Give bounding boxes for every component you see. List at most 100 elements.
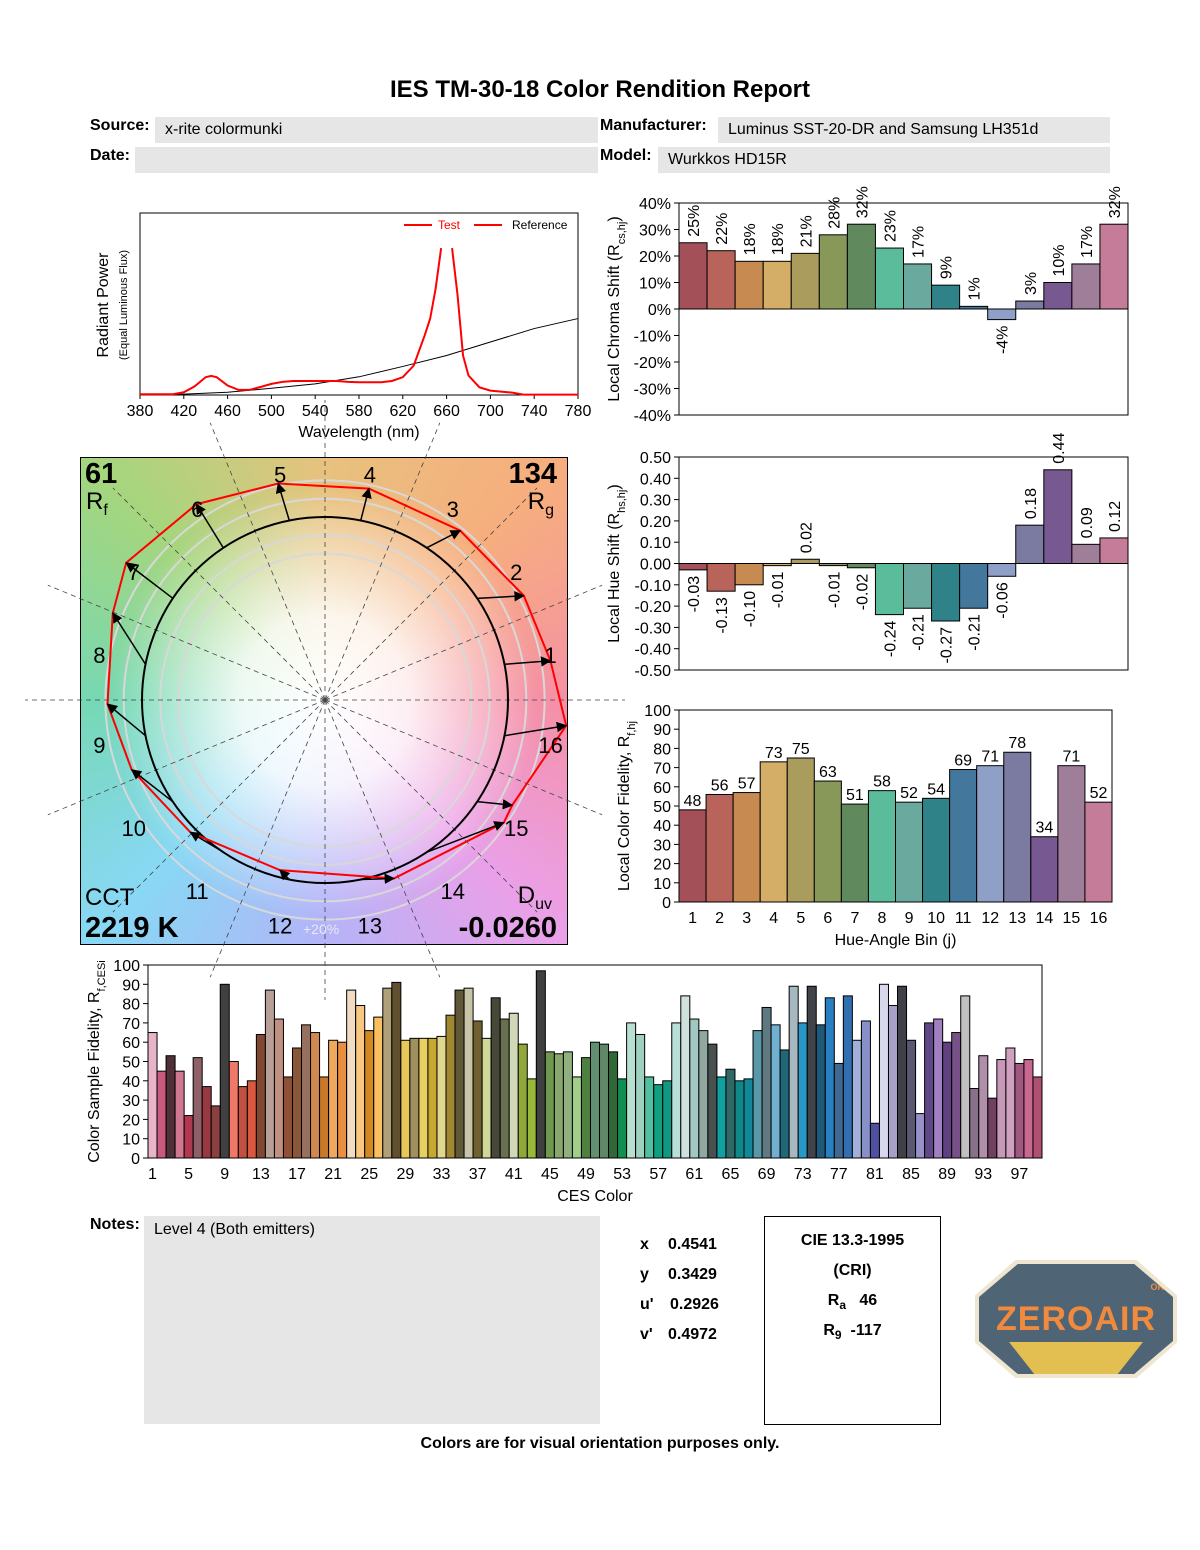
r9-value: -117 [850,1322,882,1339]
ces-bar [337,1041,348,1159]
fidelity-value-label: 73 [765,745,783,762]
ces-bar [635,1033,646,1159]
ces-xtick-label: 65 [722,1166,740,1183]
chroma-bar [678,242,708,310]
hue-bar [846,563,876,569]
manufacturer-field: Luminus SST-20-DR and Samsung LH351d [718,117,1110,143]
ces-ytick-label: 100 [113,958,140,975]
ces-bar [571,1076,582,1159]
ces-bar [680,995,691,1159]
ces-xtick-label: 5 [184,1166,193,1183]
v-prime-value: 0.4972 [668,1326,717,1343]
ces-bar [761,1006,772,1159]
ces-bar [960,995,971,1159]
chroma-value-label: 22% [714,213,731,245]
reference-circle [141,516,509,884]
bin-boundary-line [324,487,538,701]
fidelity-xtick-label: 13 [1008,910,1026,927]
ces-bar [454,989,465,1159]
fidelity-xtick-label: 2 [715,910,724,927]
fidelity-xtick-label: 11 [955,910,972,927]
ces-bar [310,1032,321,1159]
v-prime-label: v' [640,1326,653,1343]
r9-sub: 9 [834,1328,842,1343]
ces-bar [273,1018,284,1159]
ces-xtick-label: 1 [148,1166,157,1183]
legend-reference-label: Reference [512,218,568,232]
ces-bar [400,1039,411,1159]
fidelity-bar [759,761,788,903]
chroma-bar [874,247,904,310]
spectrum-series-reference [139,318,579,396]
hue-value-label: -0.06 [995,582,1012,619]
footer-disclaimer: Colors are for visual orientation purpos… [420,1435,780,1452]
ces-bar [860,1020,871,1159]
ces-bar [924,1022,935,1159]
fidelity-ytick-label: 40 [653,818,671,835]
chroma-value-label: 3% [1023,272,1040,295]
hue-bin-label: 10 [122,816,146,841]
ces-bar [842,995,853,1159]
source-field: x-rite colormunki [155,117,598,143]
chroma-bar [1099,223,1129,310]
rg-value: 134 [508,458,557,490]
chroma-ylabel: Local Chroma Shift (Rcs,hj) [606,216,628,401]
ces-xtick-label: 17 [288,1166,306,1183]
fidelity-bar [1057,765,1086,903]
fidelity-value-label: 58 [873,774,891,791]
hue-ytick-label: 0.00 [640,557,671,574]
hue-value-label: -0.13 [714,597,731,634]
notes-field: Level 4 (Both emitters) [144,1216,600,1424]
fidelity-bar [867,790,896,903]
bin-boundary-line [324,584,603,701]
ces-xtick-label: 85 [902,1166,920,1183]
u-prime-label: u' [640,1296,654,1313]
hue-value-label: -0.10 [742,591,759,628]
fidelity-value-label: 52 [900,785,918,802]
ces-bar [264,989,275,1159]
bin-boundary-line [47,699,326,816]
fidelity-ytick-label: 30 [653,837,671,854]
ces-bar [445,1014,456,1159]
hue-ytick-label: -0.20 [635,599,672,616]
ces-bar [653,1084,664,1159]
fidelity-chart: 1009080706050403020100481562573734755636… [644,703,1113,949]
ces-xtick-label: 45 [541,1166,559,1183]
spectrum-frame [139,212,579,396]
fidelity-value-label: 52 [1090,785,1108,802]
ces-bar [589,1041,601,1159]
ces-bar [499,1018,510,1159]
spectrum-ylabel: Radiant Power [95,252,112,358]
hue-bin-label: 7 [128,560,140,585]
ces-bar [725,1068,736,1159]
x-value: 0.4541 [668,1236,717,1253]
chroma-bar [931,284,961,310]
ces-bar [319,1076,330,1159]
ces-bar [382,987,393,1159]
test-polygon [106,482,568,880]
chroma-value-label: 32% [854,186,871,218]
hue-ytick-label: 0.30 [640,493,671,510]
fidelity-value-label: 63 [819,764,837,781]
fidelity-value-label: 71 [981,749,999,766]
ces-bar [951,1032,962,1159]
hue-bin-label: 2 [510,560,522,585]
chroma-bar [706,250,736,310]
fidelity-xtick-label: 8 [878,910,887,927]
spectrum-xtick-label: 620 [389,403,416,420]
hue-bin-label: 9 [93,733,105,758]
ces-xtick-label: 25 [360,1166,378,1183]
spectrum-xtick-label: 500 [258,403,285,420]
ces-xtick-label: 37 [469,1166,487,1183]
ces-bar [301,1024,312,1159]
ces-bar [698,1030,709,1159]
hue-bin-vector-arrow [504,656,552,667]
logo-text: ZEROAIR [996,1300,1156,1338]
ra-value: 46 [859,1292,878,1309]
chroma-value-label: 23% [882,210,899,242]
fidelity-ytick-label: 60 [653,780,671,797]
chroma-value-label: -4% [995,326,1012,354]
hue-bin-label: 5 [274,462,286,487]
